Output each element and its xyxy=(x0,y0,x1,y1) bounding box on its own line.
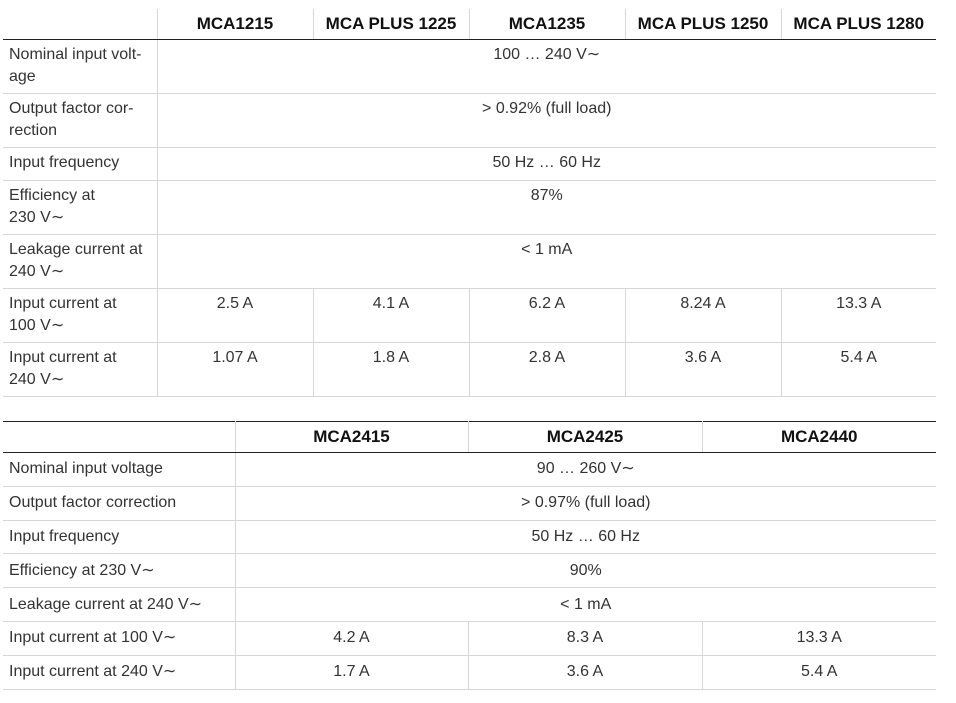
model-header-mca1235: MCA1235 xyxy=(468,9,625,40)
row-label-input-frequency: Input frequency xyxy=(3,520,235,555)
row-label-input-frequency: Input frequency xyxy=(3,147,157,181)
specs-table-mca24: MCA2415 MCA2425 MCA2440 Nominal input vo… xyxy=(3,421,936,690)
table-row: Efficiency at 230 V∼ 87% xyxy=(3,180,936,235)
table-row: Efficiency at 230 V∼ 90% xyxy=(3,553,936,589)
row-label-leakage-current: Leakage current at 240 V∼ xyxy=(3,587,235,622)
table-row: Input current at 100 V∼ 4.2 A 8.3 A 13.3… xyxy=(3,621,936,656)
header-corner-cell xyxy=(3,9,157,40)
model-header-mca2425: MCA2425 xyxy=(467,421,702,453)
row-label-nominal-input-voltage: Nominal input volt- age xyxy=(3,39,157,94)
value-output-factor-correction: > 0.97% (full load) xyxy=(234,486,936,521)
row-label-nominal-input-voltage: Nominal input voltage xyxy=(3,452,235,487)
value-input-current-240-mca-plus-1250: 3.6 A xyxy=(624,342,781,397)
value-input-current-100-mca1235: 6.2 A xyxy=(468,288,625,343)
model-header-mca2440: MCA2440 xyxy=(701,421,936,453)
table-header-row: MCA1215 MCA PLUS 1225 MCA1235 MCA PLUS 1… xyxy=(3,9,936,40)
value-output-factor-correction: > 0.92% (full load) xyxy=(156,93,936,148)
model-header-mca-plus-1250: MCA PLUS 1250 xyxy=(624,9,781,40)
table-row: Nominal input voltage 90 … 260 V∼ xyxy=(3,452,936,487)
value-efficiency: 90% xyxy=(234,553,936,589)
value-input-current-100-mca-plus-1225: 4.1 A xyxy=(312,288,469,343)
header-corner-cell xyxy=(3,421,235,453)
table-row: Input frequency 50 Hz … 60 Hz xyxy=(3,520,936,555)
row-label-input-current-240: Input current at 240 V∼ xyxy=(3,342,157,397)
value-input-current-240-mca2425: 3.6 A xyxy=(467,655,702,690)
model-header-mca-plus-1225: MCA PLUS 1225 xyxy=(312,9,469,40)
model-header-mca1215: MCA1215 xyxy=(156,9,313,40)
value-efficiency: 87% xyxy=(156,180,936,235)
value-leakage-current: < 1 mA xyxy=(234,587,936,622)
row-label-efficiency: Efficiency at 230 V∼ xyxy=(3,180,157,235)
row-label-output-factor-correction: Output factor correction xyxy=(3,486,235,521)
value-input-current-240-mca-plus-1280: 5.4 A xyxy=(780,342,936,397)
value-nominal-input-voltage: 100 … 240 V∼ xyxy=(156,39,936,94)
row-label-input-current-100: Input current at 100 V∼ xyxy=(3,288,157,343)
table-row: Nominal input volt- age 100 … 240 V∼ xyxy=(3,39,936,94)
value-input-current-100-mca2440: 13.3 A xyxy=(701,621,936,656)
value-input-frequency: 50 Hz … 60 Hz xyxy=(156,147,936,181)
model-header-mca2415: MCA2415 xyxy=(234,421,468,453)
model-header-mca-plus-1280: MCA PLUS 1280 xyxy=(780,9,936,40)
value-input-current-240-mca-plus-1225: 1.8 A xyxy=(312,342,469,397)
table-row: Input frequency 50 Hz … 60 Hz xyxy=(3,147,936,181)
value-input-current-100-mca2415: 4.2 A xyxy=(234,621,468,656)
value-input-current-240-mca2440: 5.4 A xyxy=(701,655,936,690)
value-input-current-100-mca-plus-1250: 8.24 A xyxy=(624,288,781,343)
value-leakage-current: < 1 mA xyxy=(156,234,936,289)
specs-table-mca12: MCA1215 MCA PLUS 1225 MCA1235 MCA PLUS 1… xyxy=(3,9,936,397)
table-row: Input current at 240 V∼ 1.7 A 3.6 A 5.4 … xyxy=(3,655,936,690)
row-label-input-current-240: Input current at 240 V∼ xyxy=(3,655,235,690)
table-row: Output factor correction > 0.97% (full l… xyxy=(3,486,936,521)
value-input-current-100-mca-plus-1280: 13.3 A xyxy=(780,288,936,343)
value-input-current-240-mca1215: 1.07 A xyxy=(156,342,313,397)
value-input-current-240-mca1235: 2.8 A xyxy=(468,342,625,397)
table-row: Input current at 240 V∼ 1.07 A 1.8 A 2.8… xyxy=(3,342,936,397)
value-input-current-100-mca1215: 2.5 A xyxy=(156,288,313,343)
table-row: Leakage current at 240 V∼ < 1 mA xyxy=(3,234,936,289)
value-input-current-240-mca2415: 1.7 A xyxy=(234,655,468,690)
row-label-output-factor-correction: Output factor cor- rection xyxy=(3,93,157,148)
row-label-input-current-100: Input current at 100 V∼ xyxy=(3,621,235,656)
row-label-efficiency: Efficiency at 230 V∼ xyxy=(3,553,235,589)
value-input-frequency: 50 Hz … 60 Hz xyxy=(234,520,936,555)
table-header-row: MCA2415 MCA2425 MCA2440 xyxy=(3,421,936,453)
table-row: Input current at 100 V∼ 2.5 A 4.1 A 6.2 … xyxy=(3,288,936,343)
row-label-leakage-current: Leakage current at 240 V∼ xyxy=(3,234,157,289)
table-row: Output factor cor- rection > 0.92% (full… xyxy=(3,93,936,148)
table-row: Leakage current at 240 V∼ < 1 mA xyxy=(3,587,936,622)
value-input-current-100-mca2425: 8.3 A xyxy=(467,621,702,656)
value-nominal-input-voltage: 90 … 260 V∼ xyxy=(234,452,936,487)
